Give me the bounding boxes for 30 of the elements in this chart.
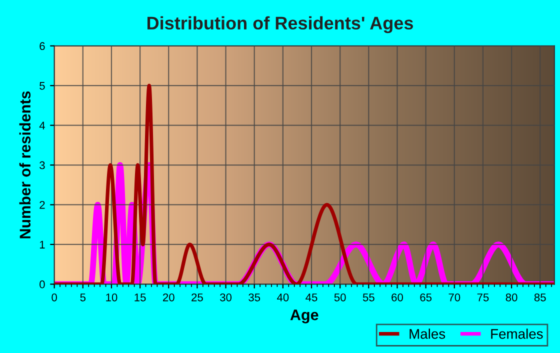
y-tick-label: 6 bbox=[40, 42, 45, 50]
legend-label: Females bbox=[491, 328, 543, 339]
y-tick-label: 4 bbox=[39, 122, 45, 130]
y-tick-label: 5 bbox=[40, 82, 45, 90]
x-tick-label: 70 bbox=[448, 293, 460, 302]
x-tick-label: 10 bbox=[106, 293, 118, 302]
x-tick-label: 65 bbox=[420, 293, 432, 302]
chart-title: Distribution of Residents' Ages bbox=[147, 16, 413, 34]
y-tick-label: 0 bbox=[40, 280, 45, 288]
x-tick-label: 85 bbox=[534, 293, 546, 302]
legend-label: Males bbox=[410, 328, 446, 339]
x-tick-label: 20 bbox=[163, 293, 174, 302]
x-tick-label: 0 bbox=[52, 293, 57, 302]
x-tick-label: 5 bbox=[80, 294, 86, 302]
y-tick-label: 1 bbox=[40, 240, 45, 248]
x-tick-label: 80 bbox=[506, 293, 518, 302]
y-tick-label: 2 bbox=[40, 201, 45, 209]
x-axis-title: Age bbox=[290, 310, 318, 324]
y-axis-title: Number of residents bbox=[19, 91, 31, 238]
x-tick-label: 25 bbox=[192, 293, 203, 302]
x-tick-label: 15 bbox=[134, 294, 146, 302]
x-tick-label: 45 bbox=[306, 294, 318, 302]
x-tick-label: 55 bbox=[362, 294, 374, 302]
x-tick-label: 50 bbox=[334, 293, 346, 302]
y-tick-label: 3 bbox=[40, 161, 45, 170]
x-tick-label: 60 bbox=[392, 293, 403, 302]
x-tick-label: 35 bbox=[248, 293, 260, 302]
x-tick-label: 40 bbox=[277, 293, 289, 302]
x-tick-label: 75 bbox=[477, 294, 489, 302]
x-tick-label: 30 bbox=[220, 293, 232, 302]
